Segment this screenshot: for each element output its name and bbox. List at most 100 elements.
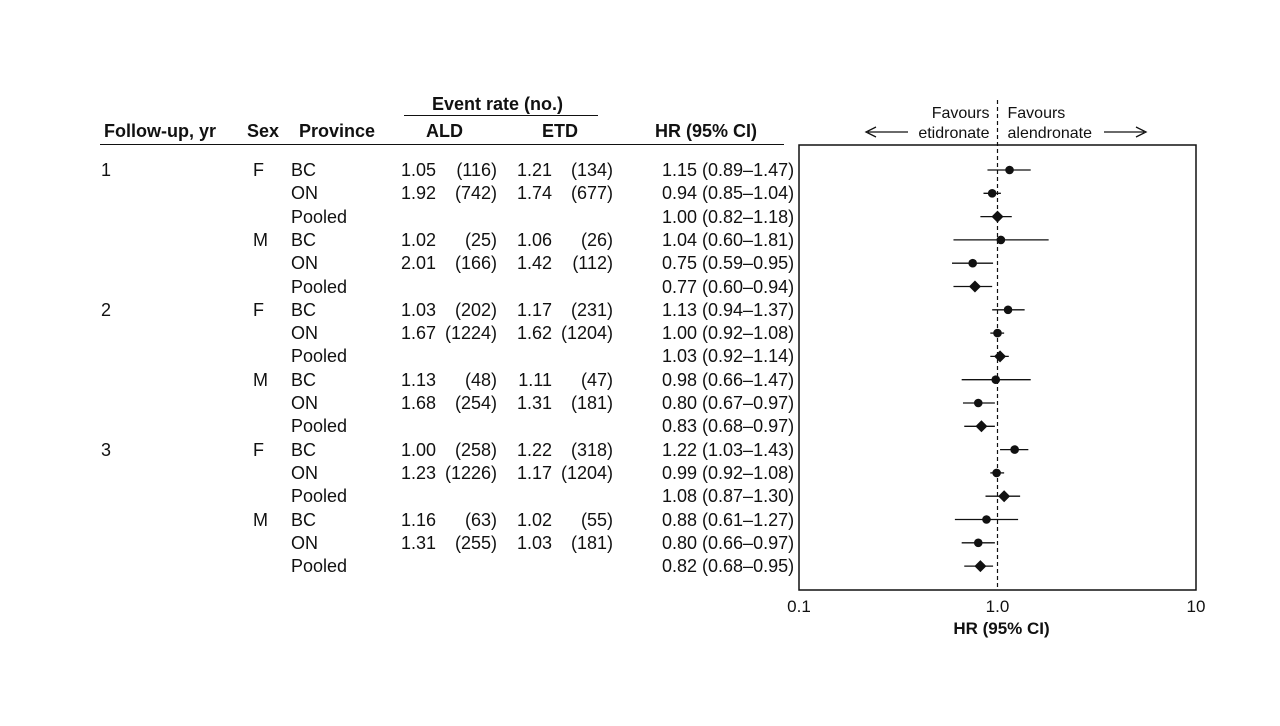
etd-rate: 1.11 [518,369,552,390]
province-label: Pooled [291,556,348,577]
sex-label: F [253,299,264,320]
pooled-estimate-diamond [991,210,1004,223]
etd-rate: 1.42 [516,253,552,274]
point-estimate [982,515,991,524]
province-label: ON [291,462,318,483]
province-label: Pooled [291,416,348,437]
hr-ci-text: 1.15 (0.89–1.47) [662,160,795,180]
province-label: Pooled [291,486,348,507]
ald-rate: 1.00 [400,439,436,460]
etd-rate: 1.06 [516,229,552,250]
ald-rate: 1.02 [400,229,436,250]
hr-ci-text: 0.77 (0.60–0.94) [662,276,795,297]
hr-ci-text: 0.80 (0.67–0.97) [662,393,795,413]
province-label: ON [291,532,318,553]
point-estimate [996,235,1006,245]
followup-label: 3 [101,439,112,460]
event-rate-rule [404,115,598,116]
point-estimate [991,375,1001,385]
header-rule [100,144,784,145]
header-province: Province [299,121,376,141]
favours-right-top: Favours [1008,105,1066,122]
sex-label: F [253,160,264,180]
etd-rate: 1.74 [516,183,552,204]
etd-count: (1204) [560,462,613,483]
hr-ci-text: 0.80 (0.66–0.97) [662,532,795,553]
ald-count: (116) [456,160,497,180]
ald-count: (48) [464,369,497,390]
hr-ci-text: 0.94 (0.85–1.04) [662,183,795,204]
x-tick-label: 1.0 [986,597,1010,616]
etd-count: (677) [570,183,613,204]
ald-rate: 1.05 [400,160,436,180]
etd-count: (134) [570,160,613,180]
ald-rate: 1.23 [400,462,436,483]
header-hr: HR (95% CI) [655,121,758,141]
etd-rate: 1.17 [516,299,552,320]
followup-label: 2 [101,299,112,320]
sex-label: M [253,369,268,390]
province-label: BC [291,229,317,250]
ald-rate: 1.67 [400,323,436,344]
ald-count: (742) [454,183,497,204]
ald-count: (202) [454,299,497,320]
arrow-left-head [864,126,877,138]
header-followup: Follow-up, yr [104,121,216,141]
hr-ci-text: 0.83 (0.68–0.97) [662,416,795,437]
arrow-right-head [1135,126,1148,138]
ald-count: (25) [464,229,497,250]
etd-count: (55) [580,509,613,530]
province-label: BC [291,160,317,180]
province-label: Pooled [291,206,348,227]
province-label: Pooled [291,276,348,297]
province-label: ON [291,393,318,413]
province-label: BC [291,299,317,320]
point-estimate [973,538,983,548]
etd-count: (1204) [560,323,613,344]
header-ald: ALD [426,121,463,141]
etd-rate: 1.31 [516,393,552,413]
pooled-estimate-diamond [974,560,987,573]
ald-rate: 1.16 [400,509,436,530]
favours-left-top: Favours [932,105,990,122]
ald-rate: 1.13 [400,369,436,390]
point-estimate [992,468,1001,478]
hr-ci-text: 0.88 (0.61–1.27) [662,509,795,530]
followup-label: 1 [101,160,112,180]
pooled-estimate-diamond [975,420,988,433]
point-estimate [993,328,1002,338]
sex-label: M [253,509,268,530]
ald-rate: 2.01 [400,253,436,274]
ald-count: (255) [454,532,497,553]
ald-rate: 1.03 [400,299,436,320]
hr-ci-text: 0.98 (0.66–1.47) [662,369,795,390]
hr-ci-text: 1.04 (0.60–1.81) [662,229,795,250]
x-tick-label: 10 [1187,597,1206,616]
x-axis-label: HR (95% CI) [953,619,1049,638]
favours-right-bottom: alendronate [1008,125,1093,142]
ald-rate: 1.68 [400,393,436,413]
point-estimate [987,189,997,198]
sex-label: F [253,439,264,460]
etd-rate: 1.02 [516,509,552,530]
ald-count: (1224) [444,323,497,344]
etd-count: (181) [570,532,613,553]
etd-count: (181) [570,393,613,413]
hr-ci-text: 0.75 (0.59–0.95) [662,253,795,274]
pooled-estimate-diamond [994,350,1007,363]
etd-rate: 1.21 [516,160,552,180]
point-estimate [968,258,977,268]
sex-label: M [253,229,268,250]
header-event-rate: Event rate (no.) [432,94,564,114]
province-label: ON [291,183,318,204]
etd-rate: 1.17 [516,462,552,483]
hr-ci-text: 0.99 (0.92–1.08) [662,462,795,483]
point-estimate [1003,305,1013,315]
pooled-estimate-diamond [998,490,1011,503]
province-label: ON [291,323,318,344]
province-label: BC [291,509,317,530]
ald-count: (63) [464,509,497,530]
ald-rate: 1.31 [400,532,436,553]
etd-rate: 1.03 [516,532,552,553]
